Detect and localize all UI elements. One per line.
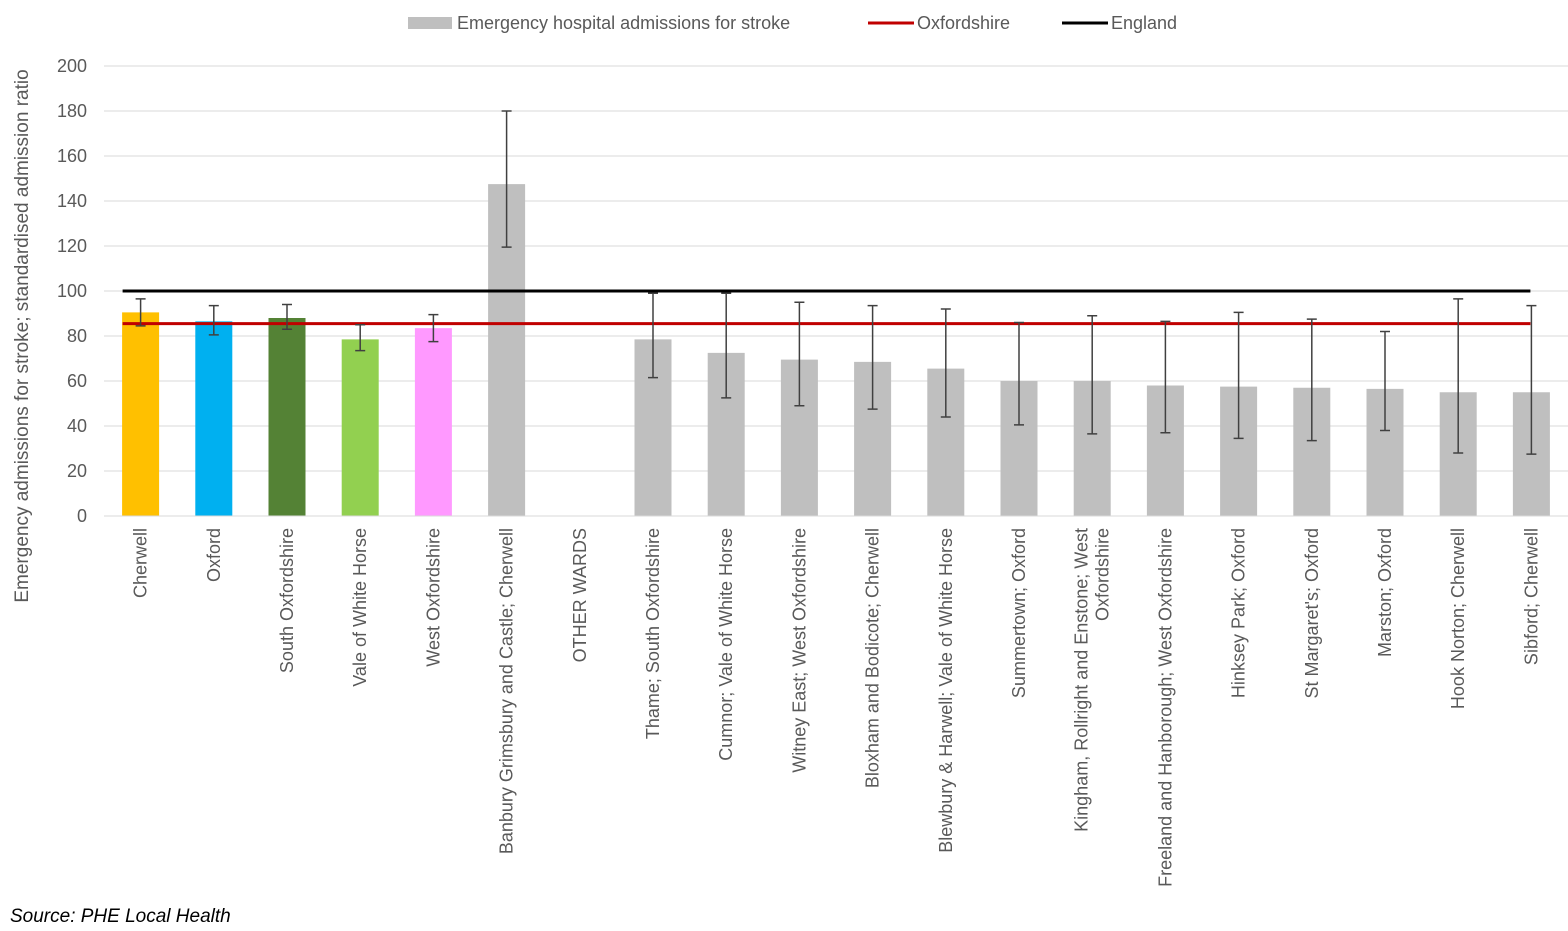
- x-tick-label: Oxfordshire: [1093, 528, 1113, 621]
- x-tick-label: Summertown; Oxford: [1009, 528, 1029, 698]
- bar: [268, 318, 306, 516]
- bar: [341, 339, 379, 516]
- x-tick-label: Vale of White Horse: [350, 528, 370, 687]
- y-tick-label: 40: [67, 416, 87, 436]
- y-tick-label: 160: [57, 146, 87, 166]
- legend-label: England: [1111, 13, 1177, 33]
- x-tick-label: Oxford: [204, 528, 224, 582]
- legend-label: Oxfordshire: [917, 13, 1010, 33]
- x-tick-label: Blewbury & Harwell; Vale of White Horse: [936, 528, 956, 853]
- legend-label: Emergency hospital admissions for stroke: [457, 13, 790, 33]
- x-tick-label: Marston; Oxford: [1375, 528, 1395, 657]
- x-tick-label: Thame; South Oxfordshire: [643, 528, 663, 739]
- x-tick-label: West Oxfordshire: [423, 528, 443, 667]
- x-tick-label: Hinksey Park; Oxford: [1229, 528, 1249, 698]
- y-axis-title: Emergency admissions for stroke; standar…: [12, 69, 33, 602]
- x-tick-label: Banbury Grimsbury and Castle; Cherwell: [497, 528, 517, 854]
- y-tick-label: 0: [77, 506, 87, 526]
- y-tick-label: 200: [57, 56, 87, 76]
- x-tick-label: Witney East; West Oxfordshire: [789, 528, 809, 773]
- bar: [122, 312, 160, 516]
- source-note: Source: PHE Local Health: [10, 906, 231, 927]
- bar: [414, 328, 452, 516]
- x-tick-label: Freeland and Hanborough; West Oxfordshir…: [1155, 528, 1175, 887]
- x-tick-label: Bloxham and Bodicote; Cherwell: [863, 528, 883, 788]
- x-tick-label: Hook Norton; Cherwell: [1448, 528, 1468, 709]
- y-tick-label: 120: [57, 236, 87, 256]
- x-tick-label: South Oxfordshire: [277, 528, 297, 673]
- x-tick-label: Kingham, Rollright and Enstone; West: [1072, 528, 1092, 832]
- y-tick-label: 80: [67, 326, 87, 346]
- y-tick-label: 100: [57, 281, 87, 301]
- y-tick-label: 60: [67, 371, 87, 391]
- x-tick-label: Sibford; Cherwell: [1521, 528, 1541, 665]
- x-tick-label: OTHER WARDS: [570, 528, 590, 662]
- x-tick-label: Cumnor; Vale of White Horse: [716, 528, 736, 761]
- bar: [195, 321, 233, 516]
- y-tick-label: 180: [57, 101, 87, 121]
- y-tick-label: 140: [57, 191, 87, 211]
- x-tick-label: St Margaret's; Oxford: [1302, 528, 1322, 699]
- y-tick-label: 20: [67, 461, 87, 481]
- x-tick-label: Cherwell: [131, 528, 151, 598]
- legend-swatch: [408, 17, 452, 29]
